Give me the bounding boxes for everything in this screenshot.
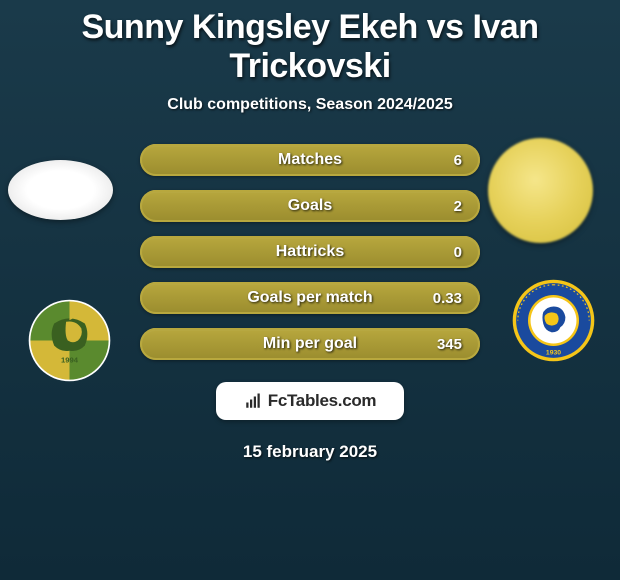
stat-label: Goals per match	[247, 289, 372, 307]
stat-value: 2	[454, 198, 462, 215]
ael-year: 1930	[546, 350, 561, 357]
stat-value: 345	[437, 336, 462, 353]
ael-limassol-badge-icon: 1930	[511, 278, 596, 363]
club-logo-left: 1994	[27, 298, 112, 383]
page-subtitle: Club competitions, Season 2024/2025	[167, 96, 452, 114]
stat-value: 0.33	[433, 290, 462, 307]
brand-pill[interactable]: FcTables.com	[216, 382, 405, 420]
stat-row-hattricks: Hattricks 0	[140, 236, 480, 268]
stat-row-goals: Goals 2	[140, 190, 480, 222]
main-row: 1994 1930	[0, 138, 620, 360]
page-title: Sunny Kingsley Ekeh vs Ivan Trickovski	[0, 8, 620, 86]
brand-text: FcTables.com	[268, 391, 377, 411]
aek-larnaca-badge-icon: 1994	[27, 298, 112, 383]
stat-row-min-per-goal: Min per goal 345	[140, 328, 480, 360]
date-text: 15 february 2025	[243, 442, 377, 462]
stat-label: Matches	[278, 151, 342, 169]
chart-icon	[244, 392, 262, 410]
svg-text:1994: 1994	[61, 356, 79, 365]
stat-label: Min per goal	[263, 335, 357, 353]
stat-value: 0	[454, 244, 462, 261]
player-photo-right	[488, 138, 593, 243]
stat-value: 6	[454, 152, 462, 169]
content-wrapper: Sunny Kingsley Ekeh vs Ivan Trickovski C…	[0, 0, 620, 580]
stat-row-goals-per-match: Goals per match 0.33	[140, 282, 480, 314]
stat-label: Hattricks	[276, 243, 344, 261]
club-logo-right: 1930	[511, 278, 596, 363]
stat-label: Goals	[288, 197, 332, 215]
player-photo-left	[8, 160, 113, 220]
stat-row-matches: Matches 6	[140, 144, 480, 176]
stats-list: Matches 6 Goals 2 Hattricks 0 Goals per …	[140, 144, 480, 360]
